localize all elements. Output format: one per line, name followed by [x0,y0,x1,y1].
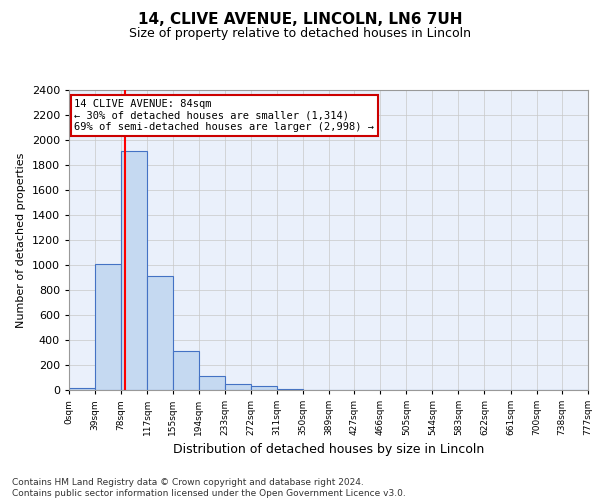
Bar [173,351,199,390]
Text: Distribution of detached houses by size in Lincoln: Distribution of detached houses by size … [173,442,484,456]
Text: Contains HM Land Registry data © Crown copyright and database right 2024.
Contai: Contains HM Land Registry data © Crown c… [12,478,406,498]
Bar [277,389,303,390]
Bar [69,388,95,390]
Bar [95,264,121,390]
Bar [121,151,147,390]
Text: 14 CLIVE AVENUE: 84sqm
← 30% of detached houses are smaller (1,314)
69% of semi-: 14 CLIVE AVENUE: 84sqm ← 30% of detached… [74,99,374,132]
Text: Size of property relative to detached houses in Lincoln: Size of property relative to detached ho… [129,28,471,40]
Bar [251,386,277,390]
Text: 14, CLIVE AVENUE, LINCOLN, LN6 7UH: 14, CLIVE AVENUE, LINCOLN, LN6 7UH [138,12,462,28]
Y-axis label: Number of detached properties: Number of detached properties [16,152,26,328]
Bar [199,376,224,390]
Bar [147,276,173,390]
Bar [224,384,251,390]
